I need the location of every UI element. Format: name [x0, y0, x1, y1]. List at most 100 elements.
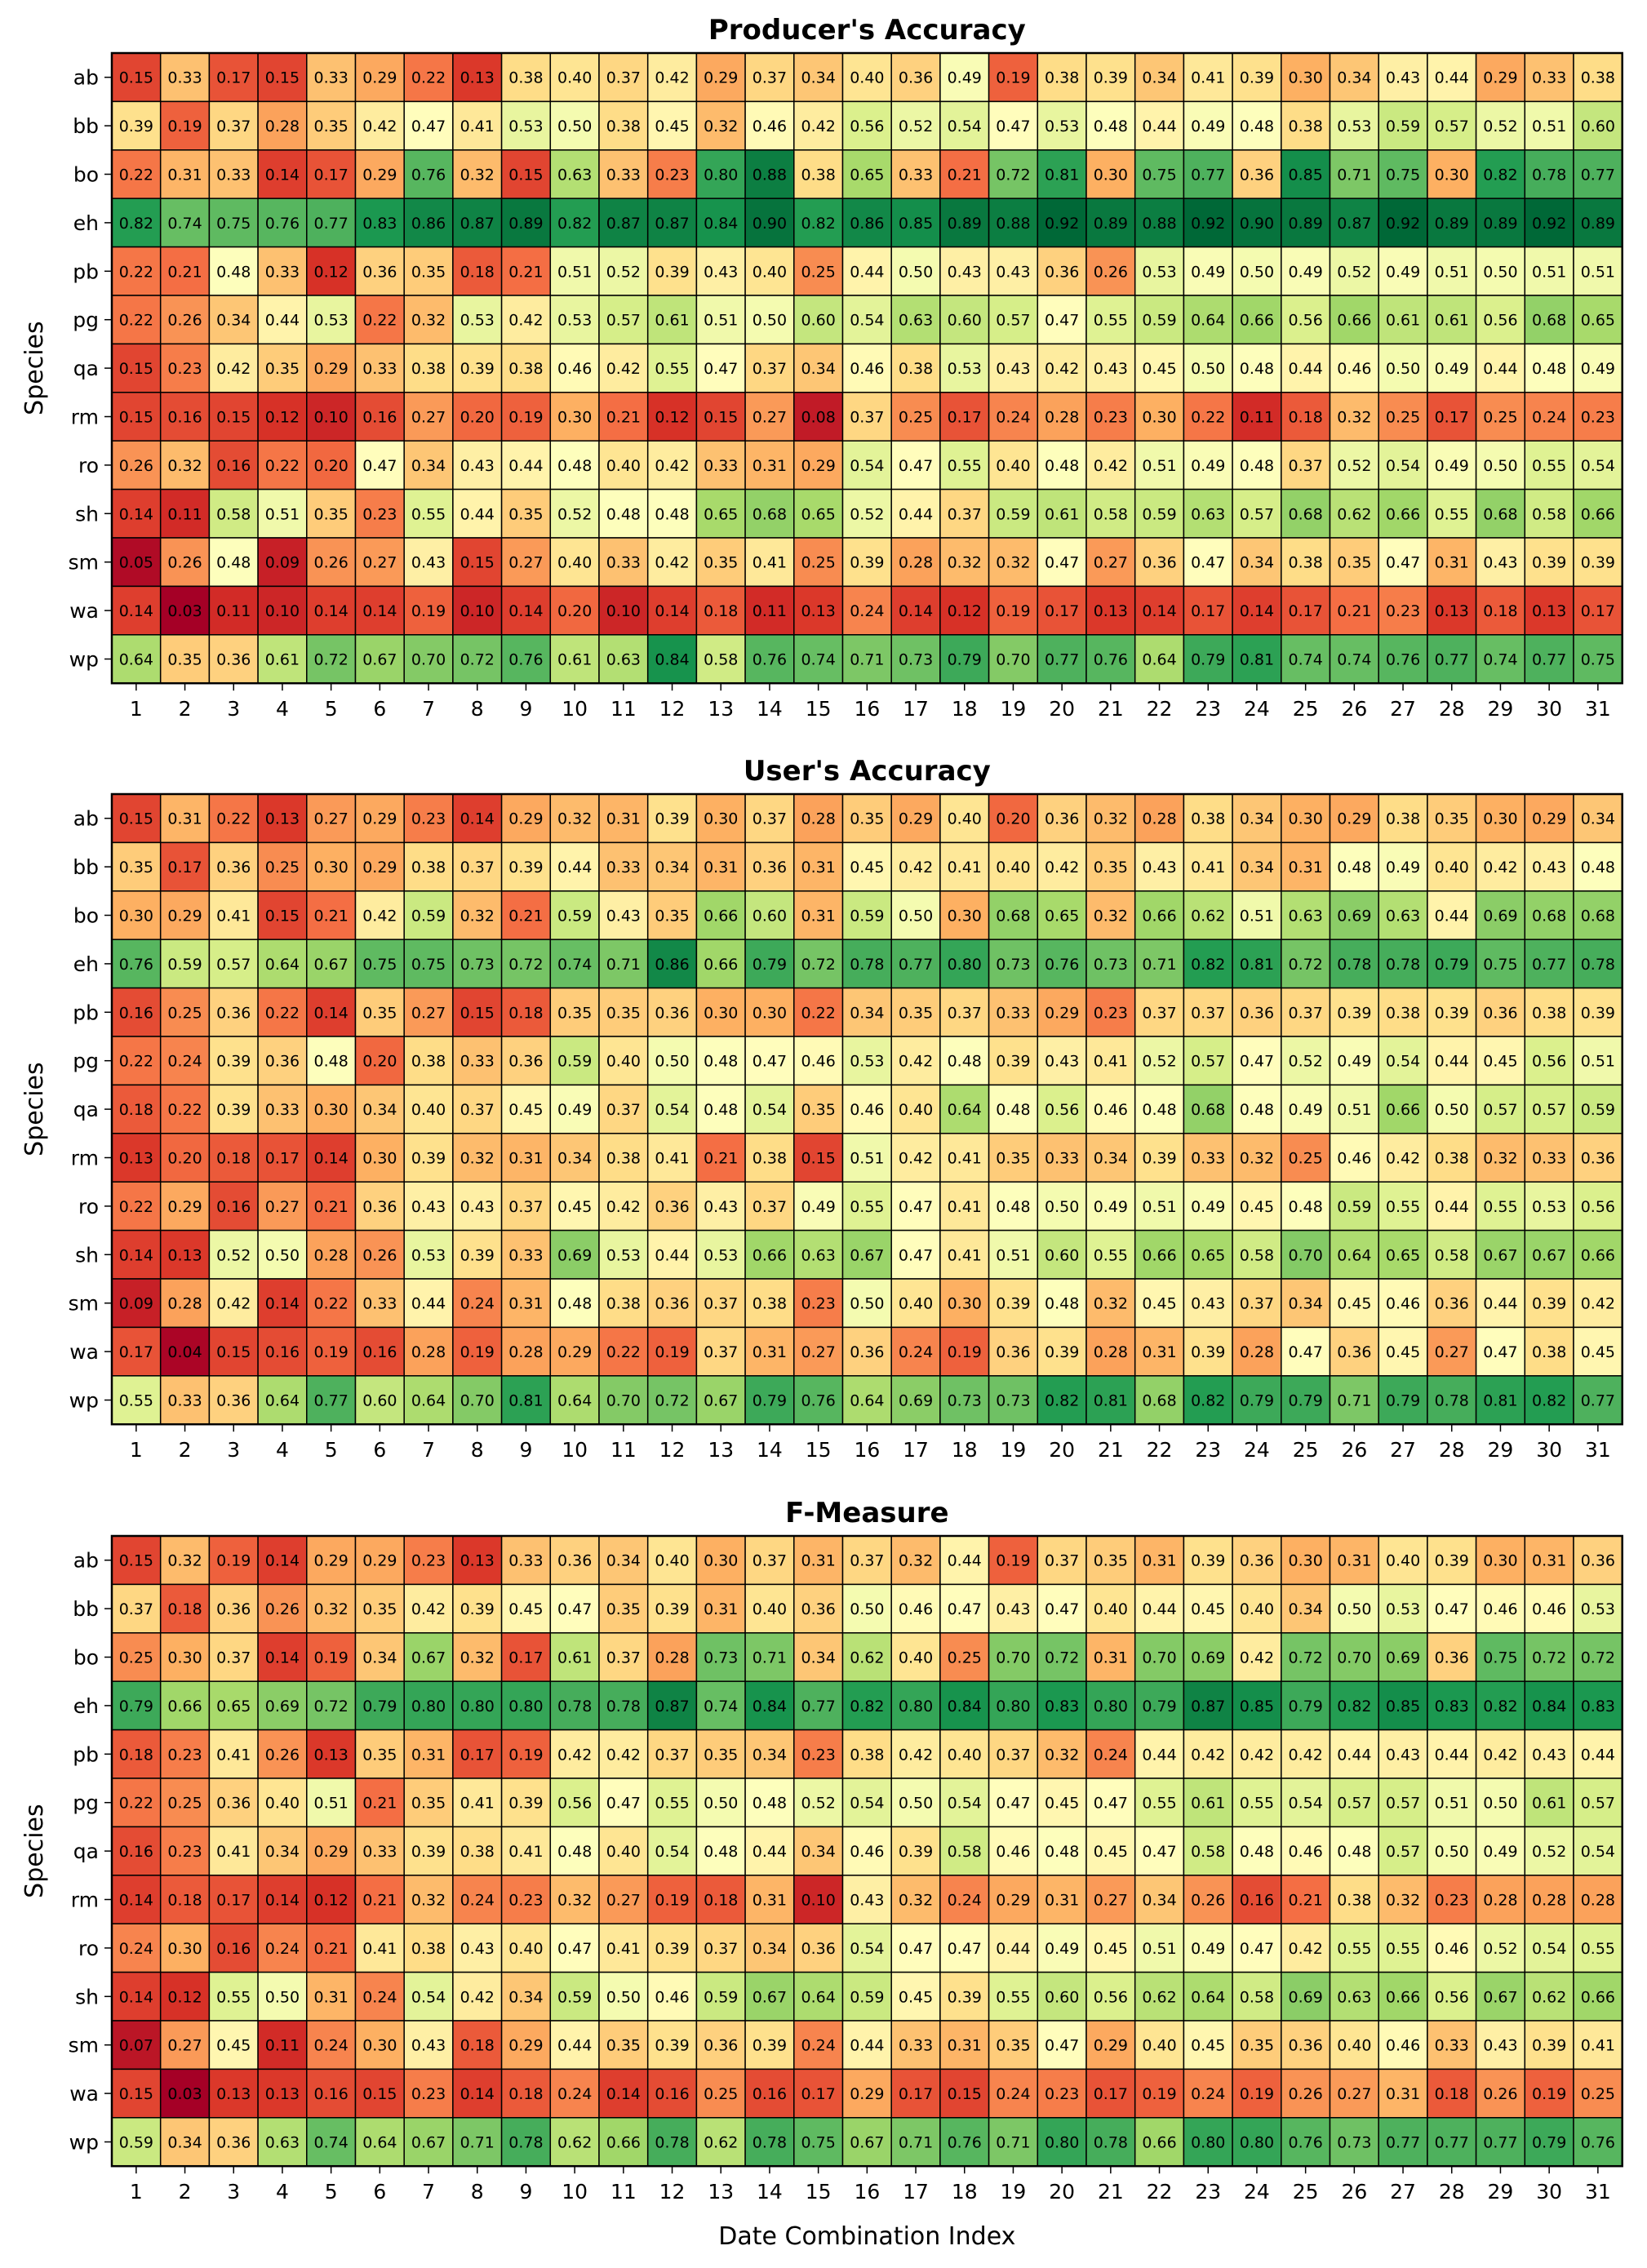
cell-value-label: 0.33: [899, 166, 933, 184]
cell-value-label: 0.33: [704, 457, 738, 475]
cell-value-label: 0.56: [557, 1795, 592, 1813]
cell-value-label: 0.66: [1386, 1988, 1420, 2006]
heatmap-cell: [500, 987, 552, 1037]
cell-value-label: 0.35: [119, 859, 153, 877]
cell-value-label: 0.31: [801, 1552, 835, 1570]
cell-value-label: 0.42: [606, 1746, 641, 1764]
cell-value-label: 0.51: [1142, 1198, 1176, 1216]
x-tick-label: 31: [1585, 1438, 1611, 1462]
cell-value-label: 0.43: [411, 554, 446, 572]
heatmap-cell: [159, 295, 211, 345]
heatmap-cell: [549, 1036, 600, 1086]
cell-value-label: 0.24: [460, 1892, 495, 1910]
cell-value-label: 0.47: [1240, 1053, 1274, 1071]
cell-value-label: 0.40: [752, 263, 787, 281]
heatmap-cell: [695, 149, 746, 199]
cell-value-label: 0.82: [1337, 1698, 1371, 1715]
heatmap-cell: [890, 52, 941, 103]
cell-value-label: 0.47: [899, 1940, 933, 1958]
cell-value-label: 0.79: [752, 956, 787, 974]
heatmap-cell: [500, 939, 552, 989]
cell-value-label: 0.40: [411, 1101, 446, 1119]
cell-value-label: 0.58: [1532, 505, 1566, 523]
heatmap-cell: [1183, 1084, 1233, 1134]
cell-value-label: 0.43: [1045, 1053, 1079, 1071]
cell-value-label: 0.37: [1191, 1004, 1225, 1022]
cell-value-label: 0.43: [1532, 859, 1566, 877]
cell-value-label: 0.39: [1191, 1552, 1225, 1570]
cell-value-label: 0.77: [1386, 2134, 1420, 2152]
x-tick-label: 22: [1147, 697, 1173, 721]
cell-value-label: 0.42: [216, 360, 251, 378]
cell-value-label: 0.49: [1191, 457, 1225, 475]
cell-value-label: 0.37: [996, 1746, 1030, 1764]
cell-value-label: 0.38: [1532, 1004, 1566, 1022]
cell-value-label: 0.35: [606, 1004, 641, 1022]
cell-value-label: 0.82: [1483, 1698, 1517, 1715]
cell-value-label: 0.35: [899, 1004, 933, 1022]
cell-value-label: 0.77: [1483, 2134, 1517, 2152]
heatmap-cell: [1134, 100, 1185, 151]
cell-value-label: 0.11: [167, 505, 202, 523]
heatmap-cell: [208, 841, 259, 892]
cell-value-label: 0.39: [508, 859, 543, 877]
cell-value-label: 0.71: [1337, 166, 1371, 184]
cell-value-label: 0.66: [1581, 505, 1615, 523]
chart-title: Producer's Accuracy: [708, 14, 1026, 47]
x-tick-label: 3: [227, 2180, 240, 2204]
cell-value-label: 0.48: [1288, 1198, 1322, 1216]
cell-value-label: 0.50: [850, 1600, 884, 1618]
heatmap-cell: [1183, 100, 1233, 151]
cell-value-label: 0.46: [1435, 1940, 1469, 1958]
cell-value-label: 0.24: [850, 602, 884, 620]
cell-value-label: 0.49: [557, 1101, 592, 1119]
cell-value-label: 0.92: [1191, 215, 1225, 233]
cell-value-label: 0.38: [1386, 1004, 1420, 1022]
heatmap-cell: [549, 246, 600, 296]
cell-value-label: 0.29: [508, 2037, 543, 2055]
cell-value-label: 0.50: [1386, 360, 1420, 378]
cell-value-label: 0.33: [1435, 2037, 1469, 2055]
cell-value-label: 0.65: [704, 505, 738, 523]
heatmap-cell: [500, 440, 552, 490]
heatmap-cell: [1134, 987, 1185, 1037]
heatmap-cell: [306, 1084, 357, 1134]
cell-value-label: 0.74: [801, 651, 835, 669]
cell-value-label: 0.58: [1240, 1988, 1274, 2006]
heatmap-cell: [1037, 343, 1087, 393]
heatmap-cell: [1573, 198, 1623, 248]
y-tick-label: pg: [73, 308, 99, 332]
cell-value-label: 0.67: [411, 2134, 446, 2152]
cell-value-label: 0.77: [1435, 651, 1469, 669]
heatmap-cell: [1134, 585, 1185, 636]
cell-value-label: 0.34: [1581, 810, 1615, 828]
cell-value-label: 0.44: [1581, 1746, 1615, 1764]
heatmap-cell: [452, 149, 503, 199]
cell-value-label: 0.25: [1386, 409, 1420, 427]
cell-value-label: 0.19: [460, 1343, 495, 1361]
cell-value-label: 0.28: [1094, 1343, 1128, 1361]
cell-value-label: 0.21: [704, 1150, 738, 1168]
cell-value-label: 0.69: [1337, 908, 1371, 925]
cell-value-label: 0.43: [1386, 69, 1420, 87]
cell-value-label: 0.36: [557, 1552, 592, 1570]
cell-value-label: 0.22: [167, 1101, 202, 1119]
cell-value-label: 0.59: [167, 956, 202, 974]
cell-value-label: 0.63: [265, 2134, 300, 2152]
cell-value-label: 0.36: [1435, 1295, 1469, 1313]
x-tick-label: 7: [422, 2180, 435, 2204]
x-tick-label: 19: [1001, 697, 1027, 721]
x-tick-label: 27: [1390, 2180, 1416, 2204]
cell-value-label: 0.46: [1386, 1295, 1420, 1313]
x-tick-label: 12: [659, 697, 686, 721]
cell-value-label: 0.74: [557, 956, 592, 974]
cell-value-label: 0.88: [996, 215, 1030, 233]
cell-value-label: 0.42: [1581, 1295, 1615, 1313]
y-tick-label: pb: [73, 1001, 99, 1024]
heatmap-cell: [1085, 841, 1136, 892]
cell-value-label: 0.31: [1045, 1892, 1079, 1910]
cell-value-label: 0.76: [752, 651, 787, 669]
cell-value-label: 0.34: [1337, 69, 1371, 87]
cell-value-label: 0.59: [1386, 118, 1420, 135]
